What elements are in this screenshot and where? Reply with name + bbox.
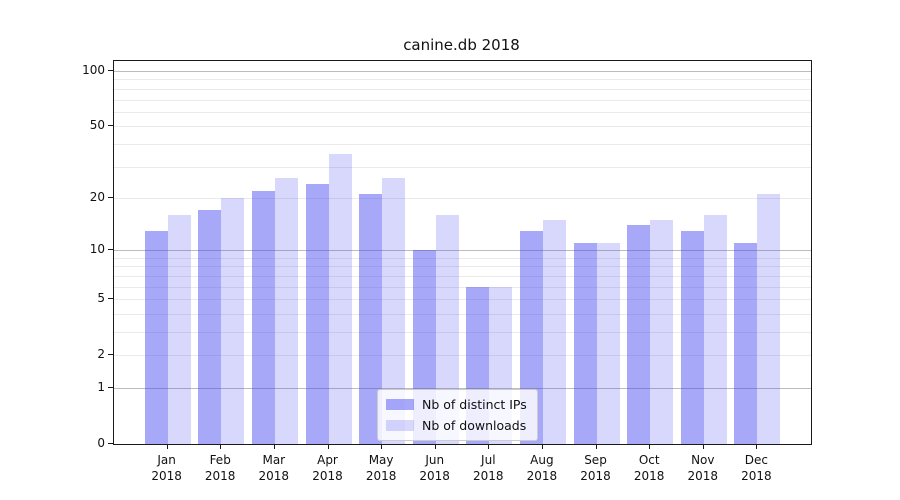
gridline-minor-5 (114, 299, 811, 301)
bar-feb-downloads (221, 197, 245, 444)
legend-swatch-downloads (386, 420, 414, 431)
x-tick-mark-jul (488, 444, 490, 449)
bar-feb-ips (198, 210, 222, 444)
gridline-major-1 (114, 388, 811, 389)
gridline-minor-6 (114, 286, 811, 288)
x-tick-mark-feb (220, 444, 222, 449)
plot-area: Nb of distinct IPs Nb of downloads (113, 60, 812, 445)
bar-oct-ips (627, 225, 651, 444)
gridline-minor-3 (114, 332, 811, 333)
gridline-minor-60 (114, 111, 811, 113)
y-tick-mark-1 (108, 387, 113, 388)
gridline-minor-50 (114, 126, 811, 128)
bar-aug-downloads (542, 219, 566, 444)
legend-swatch-distinct-ips (386, 399, 414, 410)
gridline-minor-4 (114, 313, 811, 315)
x-tick-mark-may (381, 444, 383, 449)
bar-dec-ips (734, 243, 758, 444)
x-tick-label-jun: Jun 2018 (419, 453, 450, 483)
x-tick-mark-nov (702, 444, 704, 449)
gridline-minor-7 (114, 275, 811, 277)
bar-nov-downloads (703, 215, 727, 444)
x-tick-label-sep: Sep 2018 (580, 453, 611, 483)
y-tick-mark-5 (108, 298, 113, 300)
y-tick-mark-2 (108, 354, 113, 356)
gridline-minor-90 (114, 79, 811, 81)
bar-apr-downloads (328, 154, 352, 444)
bar-may-downloads (382, 177, 406, 444)
x-tick-mark-oct (649, 444, 651, 449)
x-tick-label-mar: Mar 2018 (258, 453, 290, 483)
gridline-minor-8 (114, 266, 811, 268)
x-tick-mark-sep (595, 444, 597, 449)
gridline-minor-80 (114, 88, 811, 90)
y-tick-label-20: 20 (89, 189, 105, 204)
y-tick-mark-100 (108, 70, 113, 71)
bar-may-ips (359, 194, 383, 444)
legend-item-distinct-ips: Nb of distinct IPs (386, 397, 527, 412)
gridline-major-100 (114, 71, 811, 72)
x-tick-mark-apr (327, 444, 329, 449)
y-tick-label-50: 50 (89, 118, 105, 133)
x-tick-label-may: May 2018 (365, 453, 397, 483)
x-tick-label-oct: Oct 2018 (633, 453, 665, 483)
x-tick-mark-jun (434, 444, 436, 449)
gridline-major-10 (114, 250, 811, 252)
x-tick-mark-mar (273, 444, 275, 449)
y-tick-label-1: 1 (97, 380, 105, 394)
gridline-minor-40 (114, 143, 811, 145)
y-tick-mark-10 (108, 249, 113, 251)
y-tick-label-10: 10 (89, 242, 105, 257)
legend-label-downloads: Nb of downloads (422, 418, 527, 433)
bar-sep-ips (573, 243, 597, 444)
bar-dec-downloads (757, 194, 781, 444)
bar-sep-downloads (596, 243, 620, 444)
x-tick-label-aug: Aug 2018 (526, 453, 558, 483)
gridline-minor-30 (114, 166, 811, 168)
chart-title: canine.db 2018 (403, 36, 520, 54)
y-tick-mark-0 (108, 443, 113, 444)
x-tick-mark-jan (166, 444, 168, 449)
y-tick-label-5: 5 (97, 291, 105, 306)
legend-item-downloads: Nb of downloads (386, 418, 527, 433)
gridline-minor-20 (114, 197, 811, 199)
bar-mar-downloads (274, 177, 298, 444)
bar-jan-ips (144, 230, 168, 444)
bar-nov-ips (680, 230, 704, 444)
bar-apr-ips (305, 183, 329, 444)
bar-jan-downloads (167, 215, 191, 444)
y-tick-mark-20 (108, 196, 113, 198)
bar-jun-downloads (435, 215, 459, 444)
bar-oct-downloads (650, 219, 674, 444)
gridline-minor-2 (114, 355, 811, 357)
x-tick-mark-aug (541, 444, 543, 449)
legend: Nb of distinct IPs Nb of downloads (377, 389, 538, 441)
bar-mar-ips (251, 190, 275, 444)
x-tick-label-jul: Jul 2018 (473, 453, 504, 483)
x-tick-label-jan: Jan 2018 (151, 453, 182, 483)
x-tick-label-nov: Nov 2018 (687, 453, 719, 483)
gridline-minor-9 (114, 257, 811, 259)
x-tick-label-apr: Apr 2018 (312, 453, 343, 483)
gridline-minor-70 (114, 99, 811, 101)
x-tick-label-dec: Dec 2018 (741, 453, 772, 483)
y-tick-mark-50 (108, 125, 113, 127)
y-tick-label-2: 2 (97, 347, 105, 362)
y-tick-label-100: 100 (82, 63, 105, 77)
y-tick-label-0: 0 (97, 436, 105, 450)
legend-label-distinct-ips: Nb of distinct IPs (422, 397, 527, 412)
x-tick-mark-dec (756, 444, 758, 449)
x-tick-label-feb: Feb 2018 (204, 453, 236, 483)
